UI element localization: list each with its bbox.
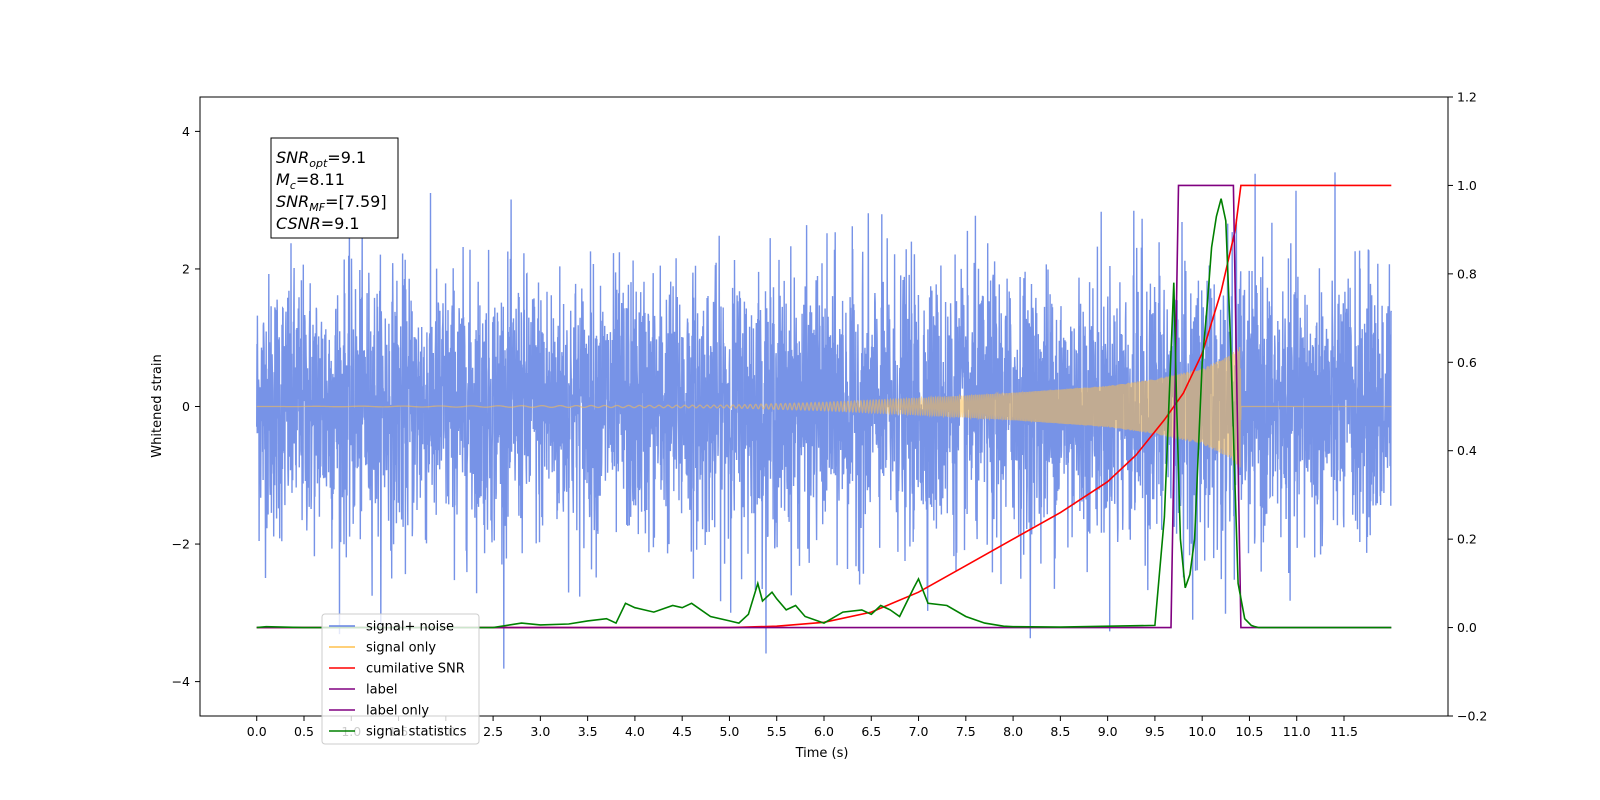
x-tick-label: 10.5	[1236, 724, 1264, 739]
y-tick-label: 2	[182, 261, 190, 276]
legend-label: signal only	[366, 641, 436, 656]
x-tick-label: 7.5	[956, 724, 976, 739]
x-tick-label: 8.0	[1003, 724, 1023, 739]
annotation-line: Mc=8.11	[276, 170, 345, 192]
x-tick-label: 9.0	[1098, 724, 1118, 739]
y2-tick-label: 0.8	[1457, 266, 1477, 281]
annotation-value: =8.11	[296, 170, 345, 189]
plot-area	[256, 172, 1392, 669]
annotation-symbol: M	[276, 170, 290, 189]
x-tick-label: 6.5	[861, 724, 881, 739]
series-layer	[256, 172, 1392, 669]
x-tick-label: 3.0	[530, 724, 550, 739]
y2-tick-label: 0.2	[1457, 532, 1477, 547]
annotation-subscript: MF	[309, 201, 325, 214]
x-tick-label: 3.5	[578, 724, 598, 739]
legend: signal+ noise signal only cumilative SNR la…	[321, 613, 480, 745]
x-tick-label: 8.5	[1050, 724, 1070, 739]
y-tick-label: 0	[182, 399, 190, 414]
annotation-value: =9.1	[321, 214, 360, 233]
y-tick-label: −2	[172, 537, 190, 552]
y2-tick-label: −0.2	[1457, 709, 1487, 724]
annotation-value: =[7.59]	[325, 192, 387, 211]
x-tick-label: 4.5	[672, 724, 692, 739]
annotation-subscript: c	[290, 179, 296, 192]
y2-tick-label: 1.2	[1457, 90, 1477, 105]
y-axis-left: −4 −2 0 2 4	[172, 124, 200, 689]
annotation-symbol: SNR	[276, 148, 309, 167]
x-tick-label: 0.0	[247, 724, 267, 739]
annotation-subscript: opt	[309, 157, 328, 170]
x-tick-label: 11.5	[1330, 724, 1358, 739]
x-tick-label: 4.0	[625, 724, 645, 739]
x-tick-label: 5.5	[767, 724, 787, 739]
y-tick-label: 4	[182, 124, 190, 139]
annotation-line: SNRMF=[7.59]	[276, 192, 387, 214]
x-tick-label: 10.0	[1188, 724, 1216, 739]
x-tick-label: 9.5	[1145, 724, 1165, 739]
series-cumulative-snr-line	[256, 184, 1392, 629]
x-tick-label: 11.0	[1283, 724, 1311, 739]
legend-label: label only	[366, 704, 429, 719]
annotation-line: SNRopt=9.1	[276, 148, 366, 170]
y-axis-title: Whitened strain	[150, 354, 165, 457]
legend-label: signal+ noise	[366, 620, 454, 635]
y2-tick-label: 0.0	[1457, 620, 1477, 635]
y-axis-right: −0.2 0.0 0.2 0.4 0.6 0.8 1.0 1.2	[1448, 90, 1487, 724]
legend-frame	[321, 613, 480, 745]
annotation-frame	[270, 137, 399, 239]
annotation-symbol: CSNR	[276, 214, 321, 233]
x-tick-label: 0.5	[294, 724, 314, 739]
annotation-line: CSNR=9.1	[276, 214, 360, 233]
annotation-value: =9.1	[327, 148, 366, 167]
y2-tick-label: 0.4	[1457, 443, 1477, 458]
y2-tick-label: 0.6	[1457, 355, 1477, 370]
legend-label: signal statistics	[366, 725, 467, 740]
legend-label: cumilative SNR	[366, 662, 465, 677]
x-tick-label: 7.0	[909, 724, 929, 739]
series-signal-only-line	[256, 346, 1392, 468]
x-axis-title: Time (s)	[795, 746, 849, 761]
x-tick-label: 6.0	[814, 724, 834, 739]
y-tick-label: −4	[172, 674, 190, 689]
y2-tick-label: 1.0	[1457, 178, 1477, 193]
series-signal-statistics-line	[256, 198, 1392, 629]
legend-label: label	[366, 683, 397, 698]
annotation-symbol: SNR	[276, 192, 309, 211]
x-tick-label: 2.5	[483, 724, 503, 739]
x-tick-label: 5.0	[720, 724, 740, 739]
